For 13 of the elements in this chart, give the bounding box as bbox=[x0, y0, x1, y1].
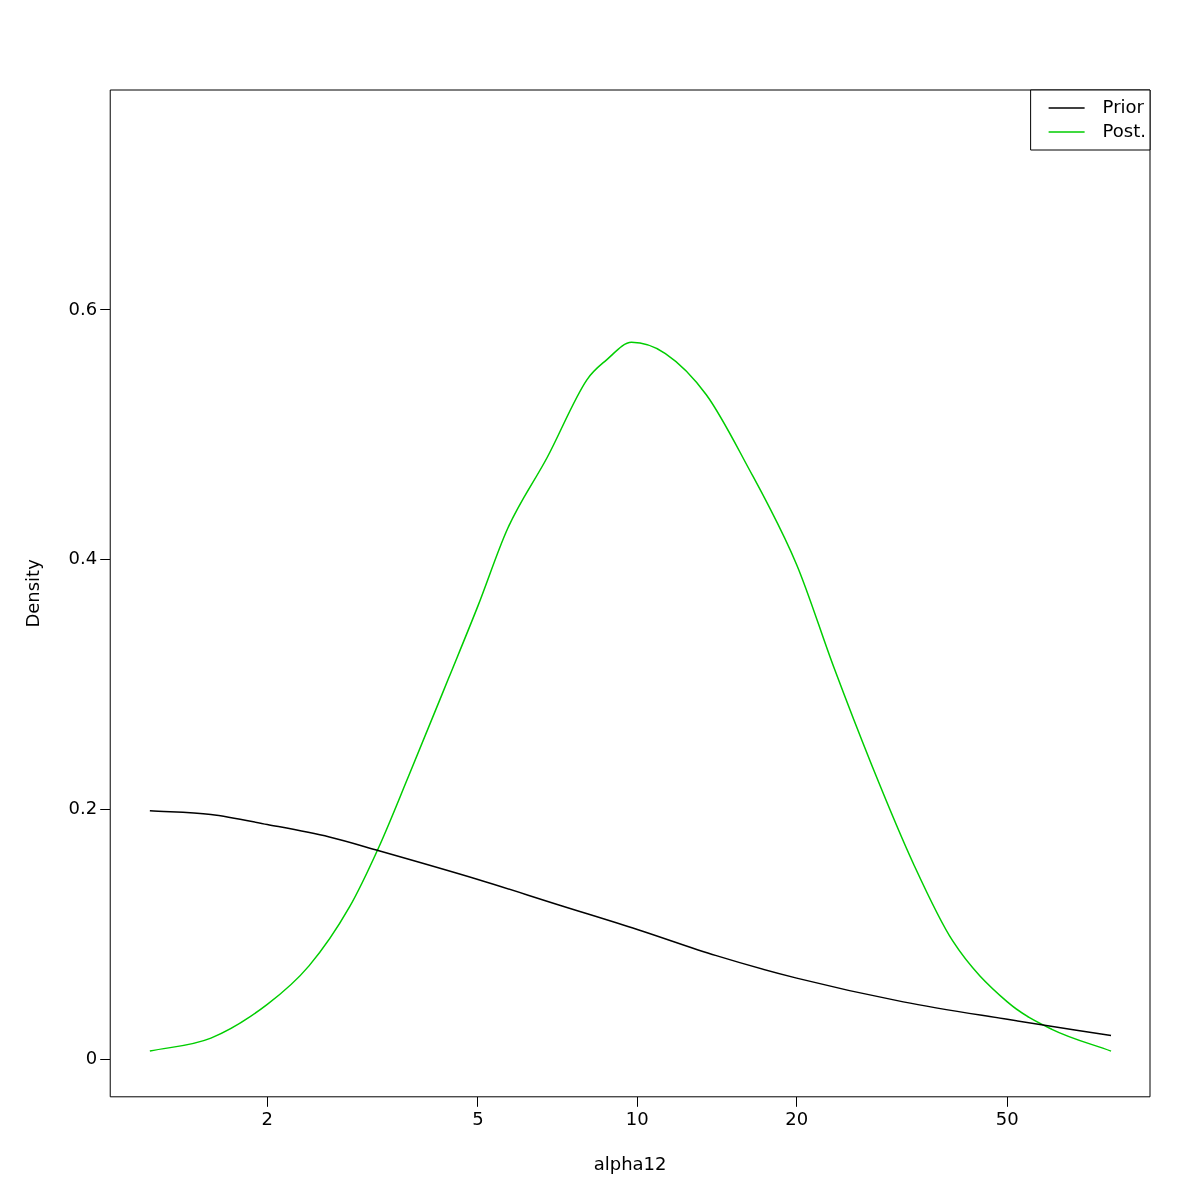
x-tick-label: 5 bbox=[472, 1108, 484, 1130]
y-tick-label: 0.4 bbox=[68, 547, 98, 569]
legend-label: Prior bbox=[1102, 95, 1145, 117]
x-tick-label: 20 bbox=[785, 1108, 809, 1130]
x-tick-label: 50 bbox=[995, 1108, 1019, 1130]
y-tick-label: 0.6 bbox=[68, 297, 98, 319]
legend-label: Post. bbox=[1102, 119, 1147, 141]
x-axis-title: alpha12 bbox=[593, 1152, 667, 1174]
x-tick-label: 10 bbox=[625, 1108, 649, 1130]
y-tick-label: 0.2 bbox=[68, 797, 98, 819]
y-tick-label: 0 bbox=[85, 1047, 98, 1068]
x-tick-label: 2 bbox=[261, 1108, 274, 1130]
y-axis-title: Density bbox=[22, 558, 44, 628]
